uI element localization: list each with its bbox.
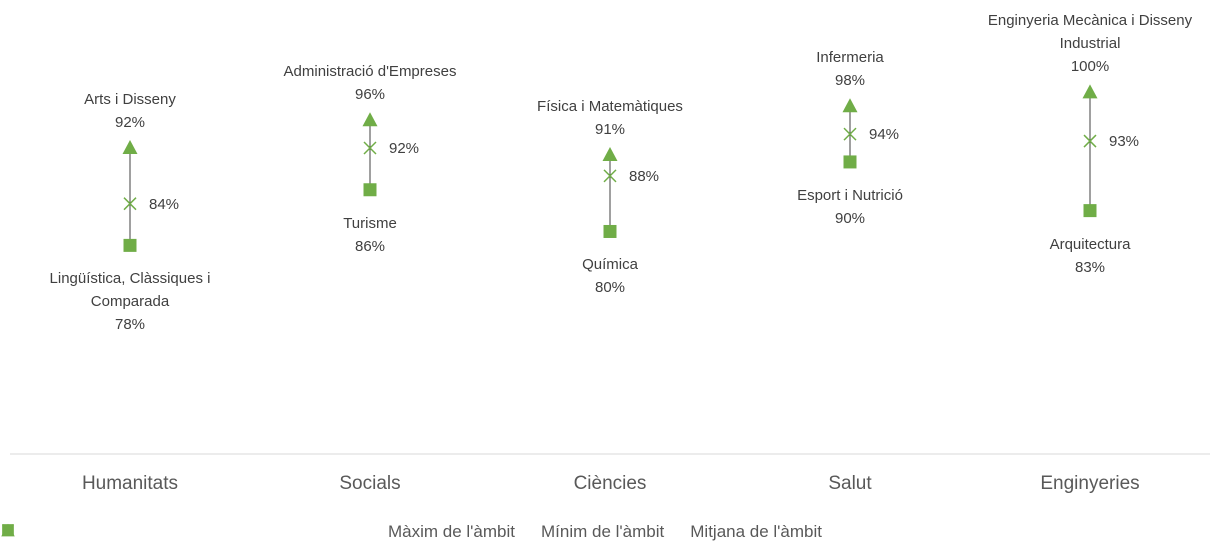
max-value-label: 92% xyxy=(114,114,146,132)
mean-value-label: 94% xyxy=(869,126,900,144)
max-point-label: Arts i Disseny xyxy=(84,91,176,109)
min-point-label: Esport i Nutrició xyxy=(797,186,903,204)
mean-marker xyxy=(843,127,857,141)
min-label: Arquitectura 83% xyxy=(979,233,1201,279)
min-label: Lingüística, Clàssiques i Comparada 78% xyxy=(19,267,241,336)
x-tick-label: Humanitats xyxy=(81,473,179,494)
x-tick-label: Salut xyxy=(828,473,872,494)
max-point-label: Enginyeria Mecànica i Disseny Industrial xyxy=(987,12,1193,53)
max-label: Física i Matemàtiques 91% xyxy=(499,95,721,141)
mean-marker xyxy=(603,169,617,183)
min-value-label: 86% xyxy=(354,237,386,255)
x-tick-label: Ciències xyxy=(573,473,647,494)
mean-value-label: 92% xyxy=(389,140,420,158)
max-marker xyxy=(362,112,378,127)
mean-marker xyxy=(2,524,14,536)
max-marker xyxy=(602,146,618,161)
min-label: Turisme 86% xyxy=(259,212,481,258)
max-marker xyxy=(1082,84,1098,99)
mean-value-label: 84% xyxy=(149,195,180,213)
min-value-label: 83% xyxy=(1074,258,1106,276)
min-marker xyxy=(1083,204,1097,218)
max-label: Administració d'Empreses 96% xyxy=(259,60,481,106)
legend-item: Mínim de l'àmbit xyxy=(2,522,665,542)
legend-label: Mínim de l'àmbit xyxy=(541,522,665,541)
max-point-label: Física i Matemàtiques xyxy=(537,97,683,115)
legend-label: Mitjana de l'àmbit xyxy=(690,522,822,541)
min-marker xyxy=(843,155,857,169)
x-tick-label: Socials xyxy=(339,473,401,494)
min-value-label: 80% xyxy=(594,279,626,297)
max-value-label: 98% xyxy=(834,72,866,90)
max-point-label: Administració d'Empreses xyxy=(283,63,457,81)
max-label: Arts i Disseny 92% xyxy=(19,88,241,134)
mean-value-label: 93% xyxy=(1109,133,1140,151)
legend-item: Màxim de l'àmbit xyxy=(1,522,516,542)
min-point-label: Química xyxy=(582,256,638,274)
min-marker xyxy=(123,238,137,252)
max-label: Infermeria 98% xyxy=(739,46,961,92)
min-label: Esport i Nutrició 90% xyxy=(739,184,961,230)
min-marker xyxy=(363,183,377,197)
max-marker xyxy=(842,98,858,113)
min-point-label: Arquitectura xyxy=(1049,235,1131,253)
min-label: Química 80% xyxy=(499,253,721,299)
x-tick-label: Enginyeries xyxy=(1040,473,1140,494)
min-marker xyxy=(603,224,617,238)
max-label: Enginyeria Mecànica i Disseny Industrial… xyxy=(979,9,1201,78)
mean-value-label: 88% xyxy=(629,167,660,185)
max-value-label: 100% xyxy=(1070,58,1110,76)
max-point-label: Infermeria xyxy=(816,49,884,67)
min-point-label: Turisme xyxy=(343,214,397,232)
min-point-label: Lingüística, Clàssiques i Comparada xyxy=(49,270,211,311)
max-value-label: 96% xyxy=(354,86,386,104)
min-value-label: 78% xyxy=(114,316,146,334)
mean-marker xyxy=(1083,134,1097,148)
legend-item: Mitjana de l'àmbit xyxy=(2,522,822,542)
legend-icon xyxy=(2,524,14,536)
max-value-label: 91% xyxy=(594,120,626,138)
legend: Màxim de l'àmbit Mínim de l'àmbit Mitjana … xyxy=(0,522,1210,542)
mean-marker xyxy=(363,141,377,155)
min-value-label: 90% xyxy=(834,209,866,227)
mean-marker xyxy=(123,197,137,211)
max-marker xyxy=(122,140,138,155)
legend-label: Màxim de l'àmbit xyxy=(388,522,516,541)
